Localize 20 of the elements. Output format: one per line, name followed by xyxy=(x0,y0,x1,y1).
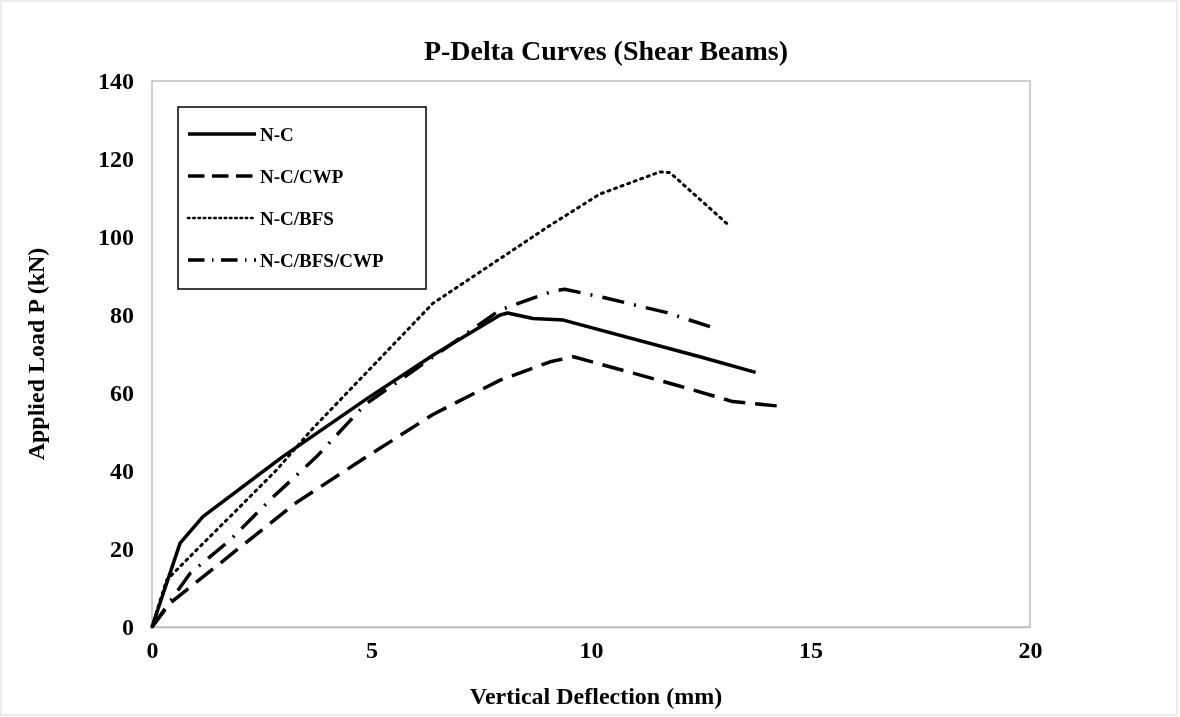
y-tick-label: 100 xyxy=(98,224,134,251)
chart-title: P-Delta Curves (Shear Beams) xyxy=(423,35,789,66)
y-tick-label: 0 xyxy=(122,614,134,641)
legend-label: N-C xyxy=(260,124,294,145)
x-tick-label: 20 xyxy=(1018,637,1043,664)
x-axis-title: Vertical Deflection (mm) xyxy=(469,683,723,709)
y-axis-title: Applied Load P (kN) xyxy=(23,247,49,461)
y-tick-label: 60 xyxy=(110,380,134,407)
y-tick-label: 140 xyxy=(98,68,134,95)
x-tick-label: 0 xyxy=(146,637,159,664)
y-tick-label: 120 xyxy=(98,146,134,173)
x-tick-label: 5 xyxy=(366,637,378,664)
y-tick-label: 40 xyxy=(110,458,134,485)
x-tick-label: 10 xyxy=(579,637,604,664)
legend-label: N-C/CWP xyxy=(260,166,344,187)
legend-label: N-C/BFS xyxy=(260,208,334,229)
legend-label: N-C/BFS/CWP xyxy=(260,250,384,271)
y-tick-label: 80 xyxy=(110,302,134,329)
x-tick-label: 15 xyxy=(799,637,823,664)
y-tick-label: 20 xyxy=(110,536,134,563)
